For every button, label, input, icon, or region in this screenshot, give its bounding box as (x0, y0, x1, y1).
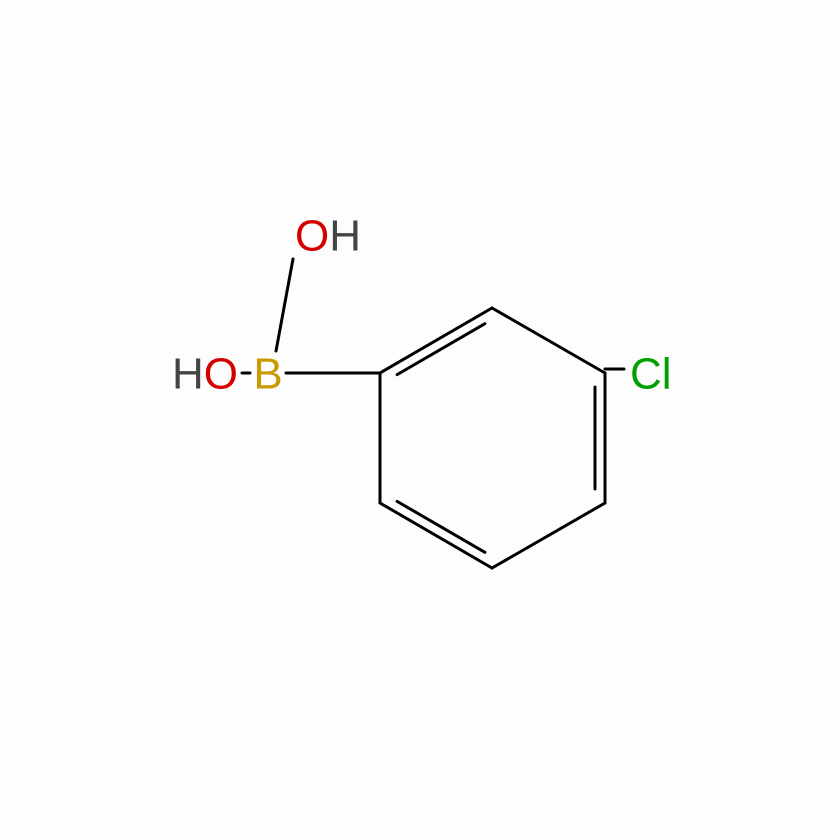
bond (492, 503, 605, 568)
bond (380, 503, 492, 568)
molecule-diagram: OH HO B Cl (0, 0, 840, 840)
bond (380, 308, 492, 373)
bond (492, 308, 605, 373)
atom-label-cl: Cl (630, 349, 672, 398)
atom-label-oh_top: OH (295, 211, 361, 260)
atom-label-oh_left: HO (172, 349, 238, 398)
bond (276, 259, 293, 351)
atom-label-b: B (253, 349, 282, 398)
bond-inner (397, 501, 485, 552)
bond-inner (397, 324, 485, 375)
